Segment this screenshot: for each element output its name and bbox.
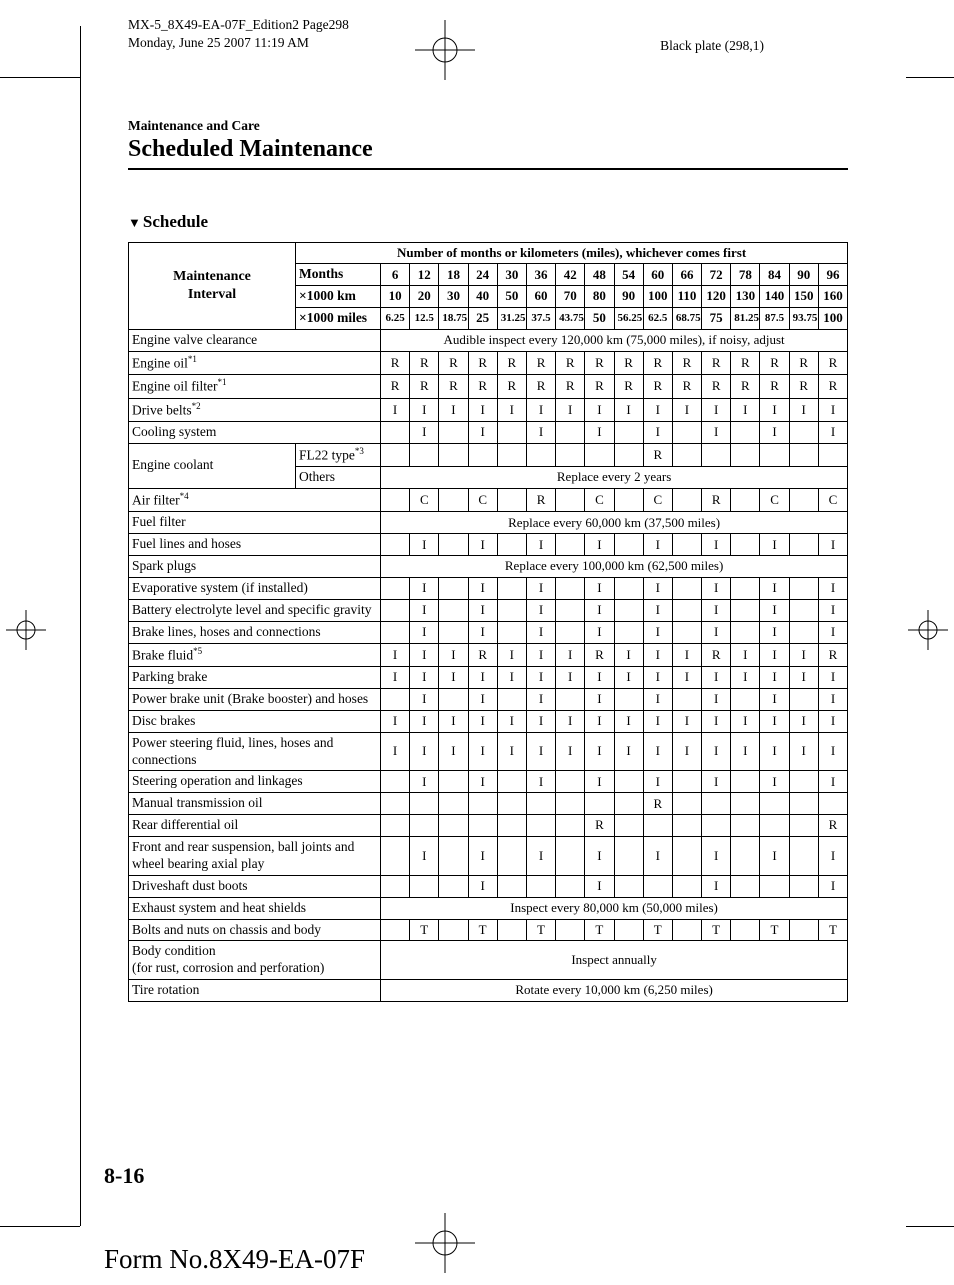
crop-line xyxy=(906,77,954,78)
item-label: Steering operation and linkages xyxy=(129,771,381,793)
item-label: Cooling system xyxy=(129,421,381,443)
crop-line xyxy=(0,77,80,78)
table-row: Engine coolantFL22 type*3R xyxy=(129,443,848,466)
item-label: Drive belts*2 xyxy=(129,398,381,421)
print-header: MX-5_8X49-EA-07F_Edition2 Page298 Monday… xyxy=(128,16,349,51)
table-row: Exhaust system and heat shieldsInspect e… xyxy=(129,897,848,919)
table-row: Power brake unit (Brake booster) and hos… xyxy=(129,688,848,710)
form-number: Form No.8X49-EA-07F xyxy=(104,1244,365,1275)
table-row: Engine oil filter*1RRRRRRRRRRRRRRRR xyxy=(129,375,848,398)
item-label: Bolts and nuts on chassis and body xyxy=(129,919,381,941)
item-label: Evaporative system (if installed) xyxy=(129,578,381,600)
table-row: Engine oil*1RRRRRRRRRRRRRRRR xyxy=(129,351,848,374)
maintenance-interval-label: MaintenanceInterval xyxy=(129,243,296,330)
item-label: Engine coolant xyxy=(129,443,296,488)
header-span: Number of months or kilometers (miles), … xyxy=(296,243,848,264)
table-row: Body condition(for rust, corrosion and p… xyxy=(129,941,848,980)
table-row: Disc brakesIIIIIIIIIIIIIIII xyxy=(129,710,848,732)
item-label: Fuel filter xyxy=(129,512,381,534)
black-plate-label: Black plate (298,1) xyxy=(660,38,764,54)
item-label: Power steering fluid, lines, hoses and c… xyxy=(129,732,381,771)
table-row: Battery electrolyte level and specific g… xyxy=(129,599,848,621)
table-row: Spark plugsReplace every 100,000 km (62,… xyxy=(129,556,848,578)
schedule-label: Schedule xyxy=(128,212,848,232)
table-row: Manual transmission oilR xyxy=(129,793,848,815)
item-label: Engine oil filter*1 xyxy=(129,375,381,398)
item-label: Fuel lines and hoses xyxy=(129,534,381,556)
table-row: Fuel filterReplace every 60,000 km (37,5… xyxy=(129,512,848,534)
item-label: Brake lines, hoses and connections xyxy=(129,621,381,643)
registration-mark-right-icon xyxy=(908,610,948,650)
table-row: Brake lines, hoses and connectionsIIIIII… xyxy=(129,621,848,643)
crop-line xyxy=(906,1226,954,1227)
print-header-line2: Monday, June 25 2007 11:19 AM xyxy=(128,34,349,52)
item-label: Parking brake xyxy=(129,667,381,689)
maintenance-table: MaintenanceIntervalNumber of months or k… xyxy=(128,242,848,1002)
registration-mark-bottom-icon xyxy=(415,1213,475,1273)
item-label: Engine valve clearance xyxy=(129,329,381,351)
table-row: Power steering fluid, lines, hoses and c… xyxy=(129,732,848,771)
table-row: Fuel lines and hosesIIIIIIII xyxy=(129,534,848,556)
table-row: MaintenanceIntervalNumber of months or k… xyxy=(129,243,848,264)
breadcrumb: Maintenance and Care xyxy=(128,118,848,134)
section-title: Scheduled Maintenance xyxy=(128,136,848,170)
table-row: Rear differential oilRR xyxy=(129,815,848,837)
table-row: Steering operation and linkagesIIIIIIII xyxy=(129,771,848,793)
table-row: Parking brakeIIIIIIIIIIIIIIII xyxy=(129,667,848,689)
table-row: Engine valve clearanceAudible inspect ev… xyxy=(129,329,848,351)
table-row: Tire rotationRotate every 10,000 km (6,2… xyxy=(129,980,848,1002)
item-label: Battery electrolyte level and specific g… xyxy=(129,599,381,621)
crop-line xyxy=(80,26,81,1226)
item-label: Spark plugs xyxy=(129,556,381,578)
item-label: Driveshaft dust boots xyxy=(129,875,381,897)
item-label: Air filter*4 xyxy=(129,489,381,512)
page-number: 8-16 xyxy=(104,1163,144,1189)
table-row: Drive belts*2IIIIIIIIIIIIIIII xyxy=(129,398,848,421)
crop-line xyxy=(0,1226,80,1227)
item-label: Front and rear suspension, ball joints a… xyxy=(129,837,381,876)
registration-mark-left-icon xyxy=(6,610,46,650)
item-label: Manual transmission oil xyxy=(129,793,381,815)
item-label: Exhaust system and heat shields xyxy=(129,897,381,919)
item-label: Brake fluid*5 xyxy=(129,643,381,666)
table-row: Brake fluid*5IIIRIIIRIIIRIIIR xyxy=(129,643,848,666)
table-row: Driveshaft dust bootsIIII xyxy=(129,875,848,897)
table-row: Evaporative system (if installed)IIIIIII… xyxy=(129,578,848,600)
item-label: Disc brakes xyxy=(129,710,381,732)
item-label: Tire rotation xyxy=(129,980,381,1002)
print-header-line1: MX-5_8X49-EA-07F_Edition2 Page298 xyxy=(128,16,349,34)
item-label: Power brake unit (Brake booster) and hos… xyxy=(129,688,381,710)
item-label: Rear differential oil xyxy=(129,815,381,837)
registration-mark-top-icon xyxy=(415,20,475,80)
item-label: Body condition(for rust, corrosion and p… xyxy=(129,941,381,980)
table-row: Bolts and nuts on chassis and bodyTTTTTT… xyxy=(129,919,848,941)
table-row: Air filter*4CCRCCRCC xyxy=(129,489,848,512)
table-row: Cooling systemIIIIIIII xyxy=(129,421,848,443)
table-row: Front and rear suspension, ball joints a… xyxy=(129,837,848,876)
item-label: Engine oil*1 xyxy=(129,351,381,374)
